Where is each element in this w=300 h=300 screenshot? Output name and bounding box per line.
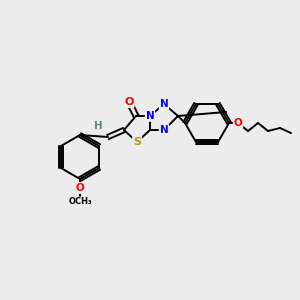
Text: H: H xyxy=(94,121,102,131)
Text: N: N xyxy=(160,99,168,109)
Text: S: S xyxy=(133,137,141,147)
Text: OCH₃: OCH₃ xyxy=(68,197,92,206)
Text: N: N xyxy=(160,125,168,135)
Text: N: N xyxy=(146,111,154,121)
Text: O: O xyxy=(76,183,84,193)
Text: O: O xyxy=(124,97,134,107)
Text: O: O xyxy=(234,118,242,128)
